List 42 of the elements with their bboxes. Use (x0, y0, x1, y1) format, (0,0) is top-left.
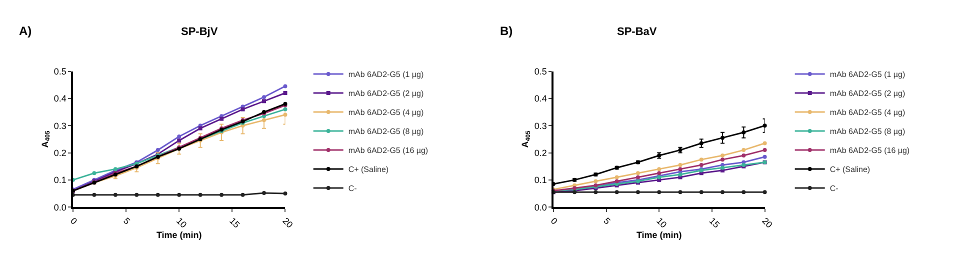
legend-label: mAb 6AD2-G5 (4 µg) (348, 108, 424, 118)
x-axis-title: Time (min) (156, 230, 202, 240)
x-tick-label: 10 (654, 216, 669, 230)
y-tick-label: 0.2 (54, 148, 66, 158)
x-tick-label: 15 (228, 216, 242, 230)
legend-label: mAb 6AD2-G5 (8 µg) (830, 127, 906, 136)
legend-label: mAb 6AD2-G5 (8 µg) (348, 127, 424, 136)
x-tick-label: 20 (760, 216, 774, 230)
y-tick-label: 0.0 (54, 202, 66, 212)
legend-label: C- (830, 184, 839, 194)
x-tick-label: 10 (174, 216, 189, 230)
y-tick-label: 0.0 (534, 202, 547, 212)
chart-title: SP-BjV (181, 26, 218, 38)
x-tick-label: 5 (602, 216, 612, 226)
chart-title: SP-BaV (617, 26, 658, 38)
legend-label: C- (348, 184, 358, 194)
y-tick-label: 0.1 (54, 175, 66, 186)
legend-label: mAb 6AD2-G5 (1 µg) (830, 70, 906, 80)
x-tick-label: 5 (121, 216, 132, 226)
legend-label: mAb 6AD2-G5 (2 µg) (830, 89, 906, 98)
y-tick-label: 0.5 (54, 66, 66, 76)
y-tick-label: 0.3 (54, 120, 66, 131)
text: B) (500, 24, 513, 38)
x-tick-label: 20 (280, 216, 295, 230)
legend-label: mAb 6AD2-G5 (1 µg) (348, 70, 424, 80)
legend-label: C+ (Saline) (348, 165, 389, 174)
x-tick-label: 0 (68, 216, 80, 226)
x-axis-title: Time (min) (636, 230, 682, 240)
y-tick-label: 0.5 (534, 66, 547, 76)
x-tick-label: 15 (707, 216, 722, 230)
legend-label: C+ (Saline) (830, 165, 870, 174)
y-tick-label: 0.1 (534, 175, 547, 186)
legend-label: mAb 6AD2-G5 (2 µg) (348, 89, 424, 98)
y-tick-label: 0.3 (534, 120, 547, 131)
y-tick-label: 0.4 (54, 94, 66, 104)
legend-label: mAb 6AD2-G5 (16 µg) (830, 146, 910, 156)
legend-label: mAb 6AD2-G5 (16 µg) (348, 146, 428, 156)
y-tick-label: 0.2 (534, 148, 547, 158)
y-tick-label: 0.4 (534, 94, 547, 104)
text: A) (19, 24, 32, 38)
x-tick-label: 0 (548, 216, 560, 226)
legend-label: mAb 6AD2-G5 (4 µg) (830, 108, 906, 118)
